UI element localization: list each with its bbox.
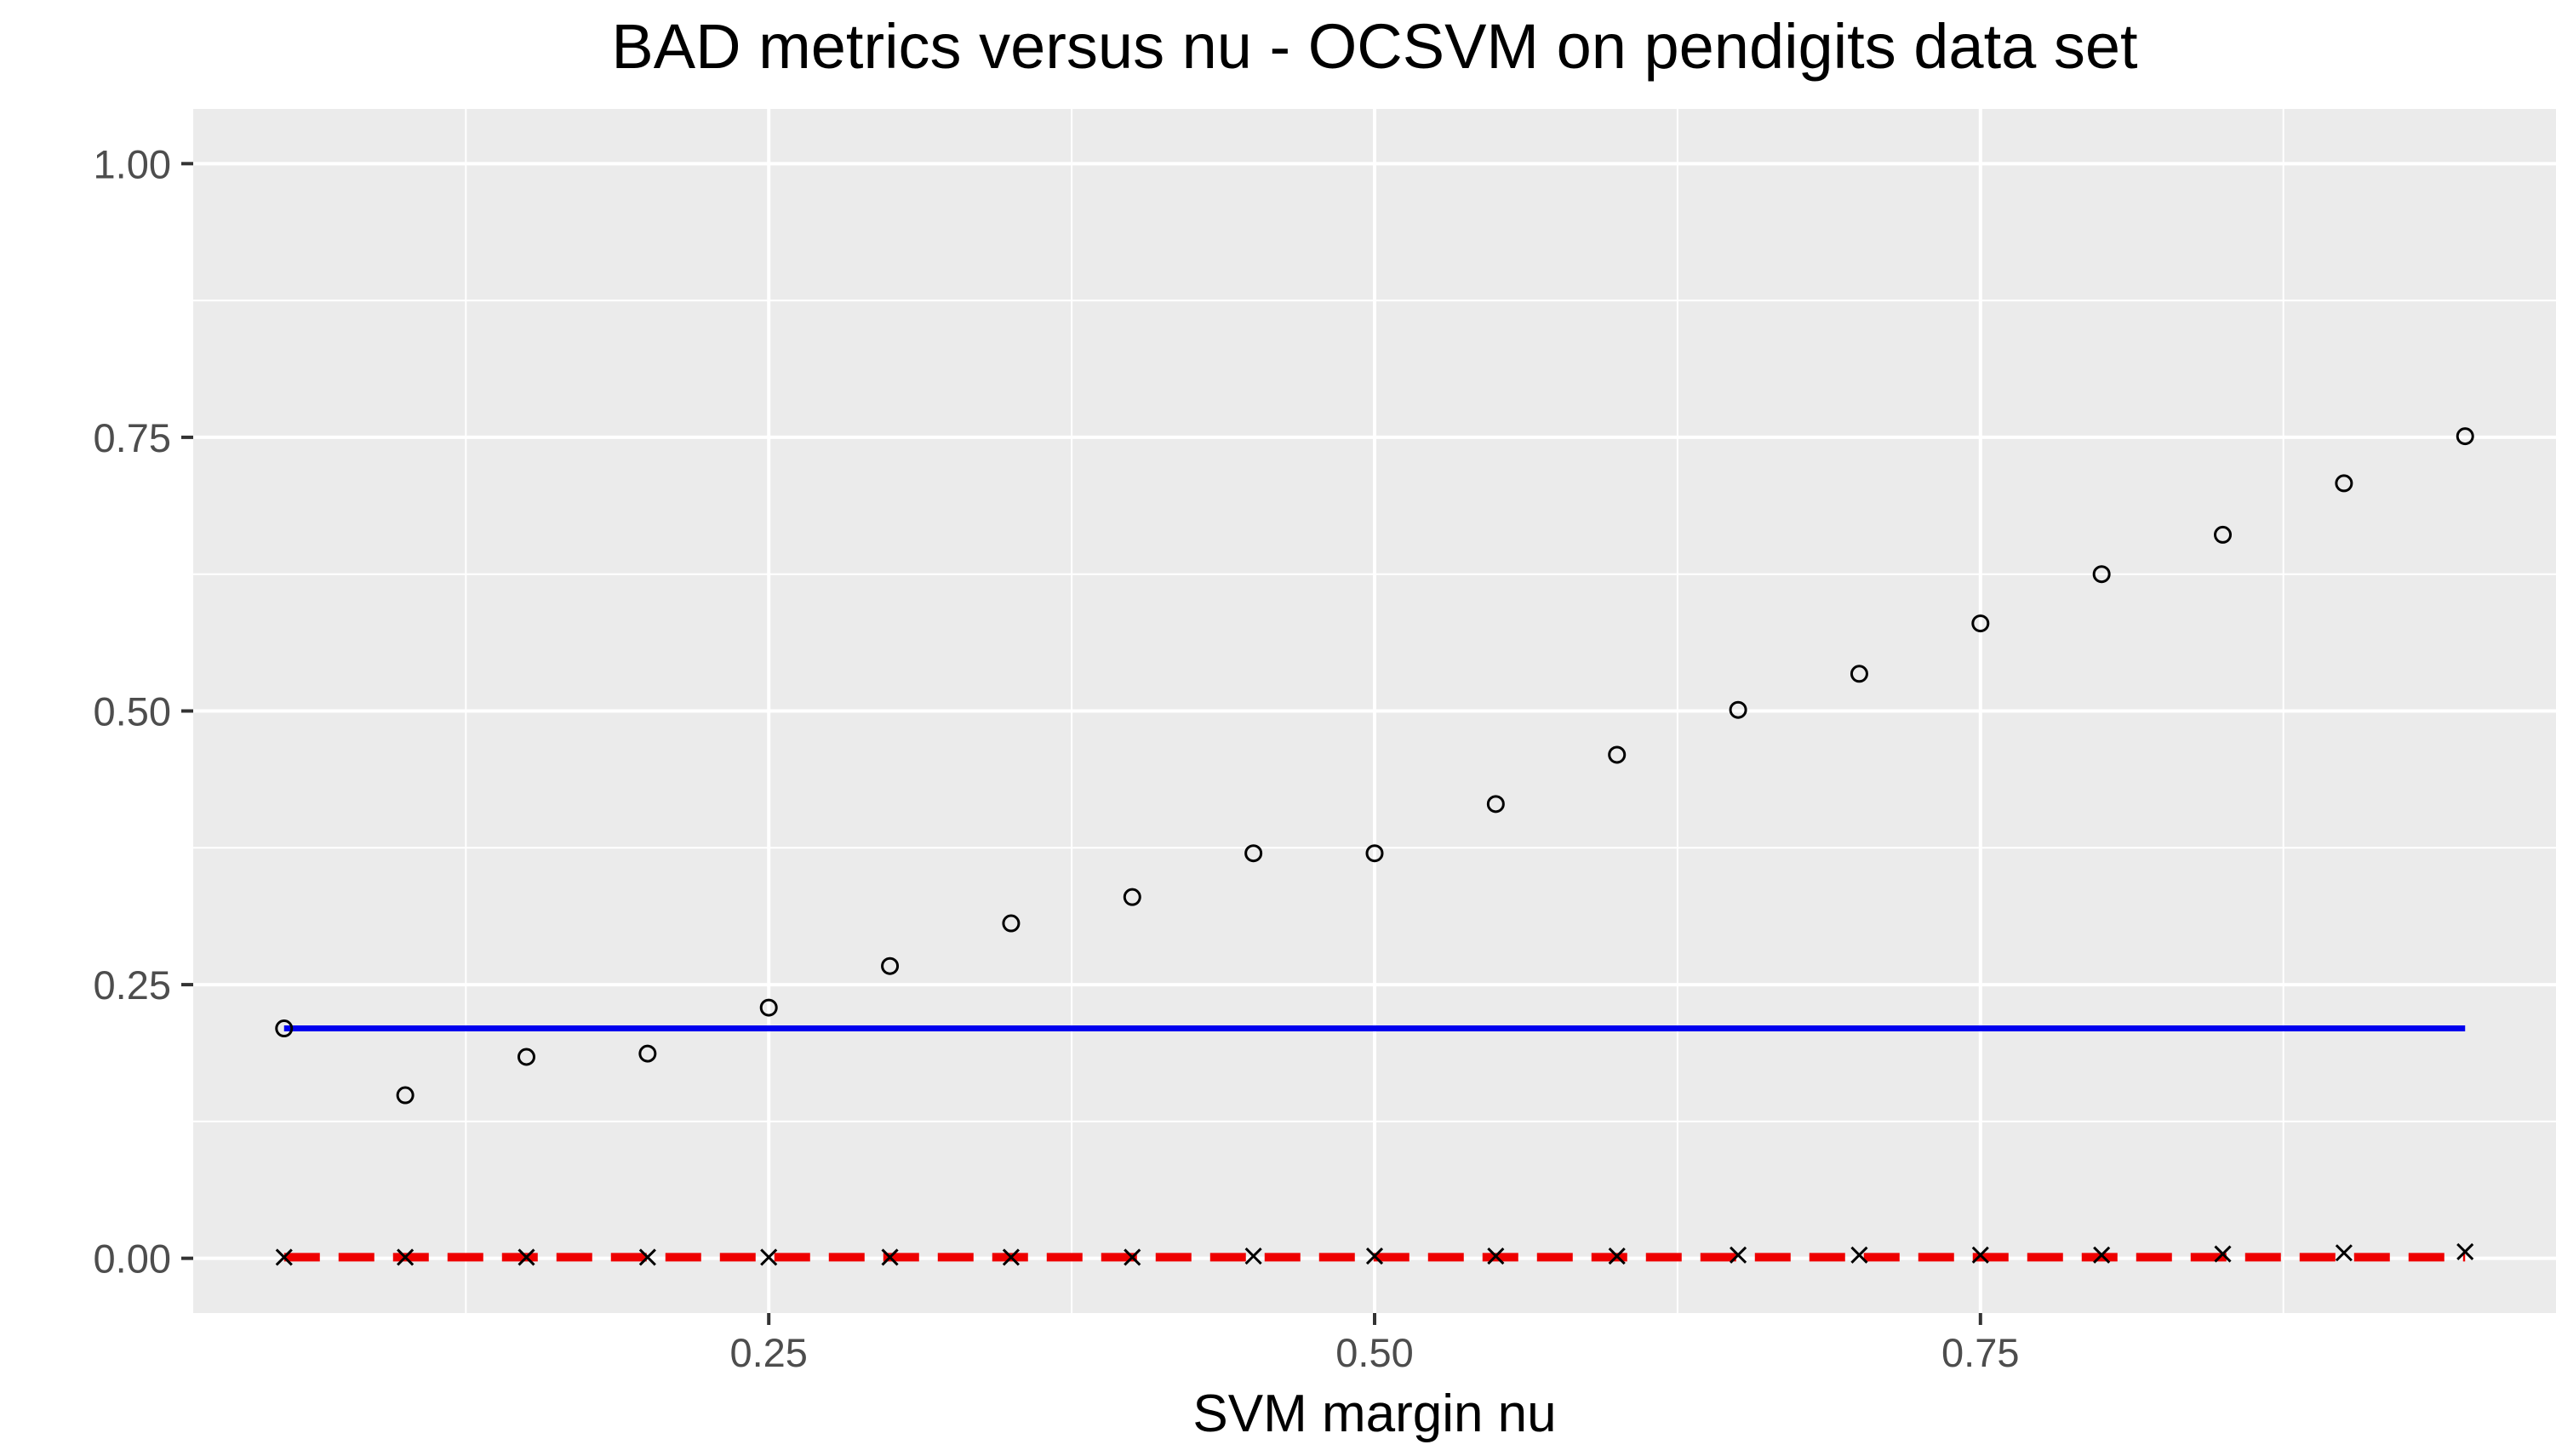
data-point-cross [275,1248,293,1266]
data-point-circle [1729,700,1747,719]
axis-layer: 0.00 0.25 0.50 0.75 1.00 0.25 0.50 0.75 [94,141,2020,1375]
data-point-circle [2092,565,2111,584]
data-point-cross [2335,1244,2353,1262]
data-point-cross [1365,1248,1384,1265]
data-point-cross [760,1248,778,1266]
chart-title: BAD metrics versus nu - OCSVM on pendigi… [611,11,2138,82]
data-point-cross [1850,1246,1868,1264]
data-point-circle [517,1048,535,1066]
data-point-cross [2093,1246,2111,1264]
data-point-circle [2335,474,2353,493]
y-tick-label: 0.75 [94,415,171,460]
x-axis-title: SVM margin nu [1192,1385,1556,1443]
x-tick-label: 0.50 [1335,1330,1413,1375]
y-tick-label: 0.00 [94,1236,171,1282]
data-point-cross [2214,1245,2232,1263]
data-point-circle [881,956,900,975]
data-point-cross [517,1248,535,1266]
data-point-circle [275,1019,294,1038]
data-point-circle [396,1086,415,1105]
x-tick-label: 0.25 [729,1330,807,1375]
x-tick-label: 0.75 [1941,1330,2019,1375]
data-point-cross [397,1248,415,1266]
data-point-circle [1850,665,1868,683]
data-point-cross [1730,1246,1747,1264]
data-point-circle [2456,427,2474,446]
data-point-circle [1608,745,1627,764]
data-point-circle [1244,844,1263,863]
data-point-circle [1365,844,1384,863]
y-tick-label: 0.25 [94,962,171,1008]
data-point-circle [638,1044,657,1063]
data-point-cross [1608,1248,1626,1265]
data-point-cross [1487,1248,1505,1265]
data-point-cross [638,1248,656,1266]
y-tick-label: 0.50 [94,689,171,734]
data-point-circle [1486,795,1505,814]
data-point-circle [1123,888,1141,906]
data-point-cross [1002,1248,1020,1266]
data-point-cross [881,1248,899,1266]
data-point-circle [1971,614,1990,633]
data-point-circle [759,998,778,1017]
data-point-cross [1124,1248,1141,1266]
data-point-cross [2456,1242,2474,1261]
data-point-circle [2214,525,2233,544]
mark-layer [275,427,2474,1266]
data-point-circle [1002,914,1021,933]
y-tick-label: 1.00 [94,141,171,186]
data-point-cross [1244,1248,1262,1265]
data-point-cross [1971,1246,1989,1264]
